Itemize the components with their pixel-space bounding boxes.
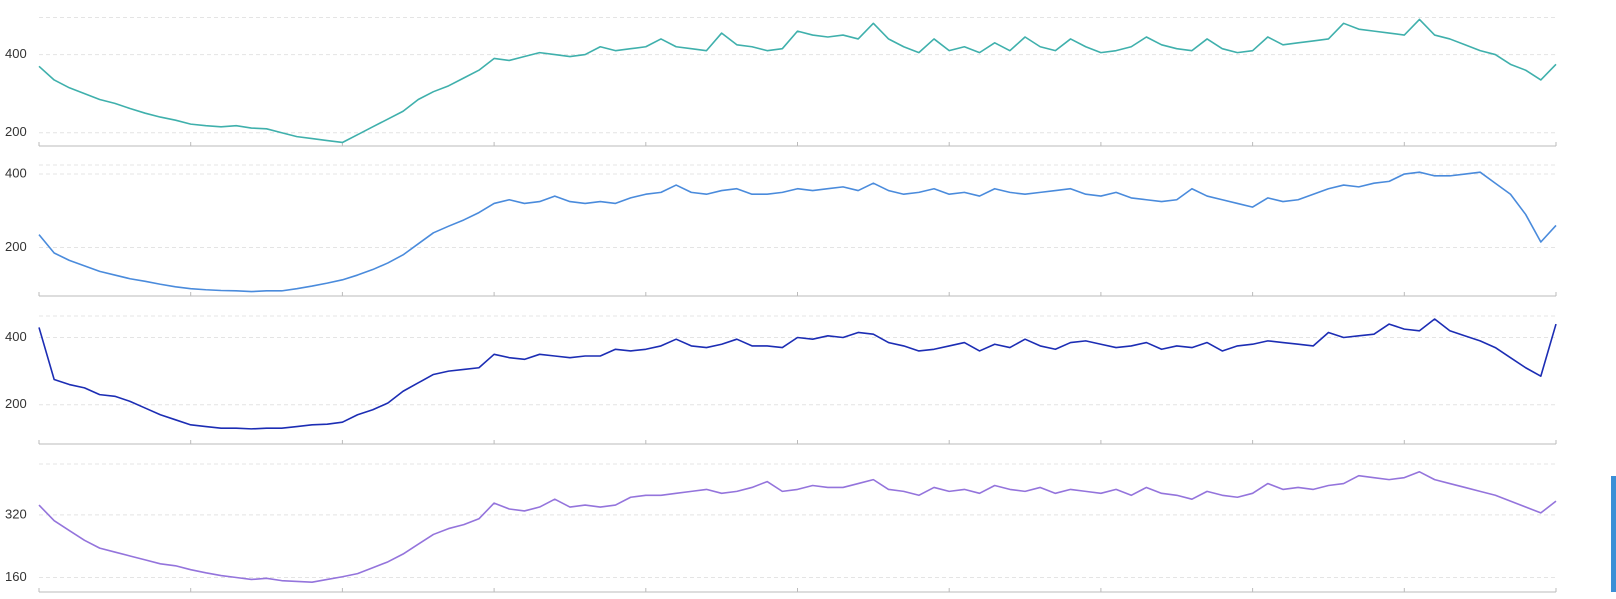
y-tick-label: 160 bbox=[5, 569, 27, 584]
y-tick-label: 200 bbox=[5, 239, 27, 254]
y-tick-label: 400 bbox=[5, 46, 27, 61]
y-tick-label: 320 bbox=[5, 506, 27, 521]
y-tick-label: 400 bbox=[5, 329, 27, 344]
data-line bbox=[38, 318, 1557, 430]
data-line bbox=[38, 18, 1557, 144]
data-line bbox=[38, 171, 1557, 293]
y-tick-label: 200 bbox=[5, 124, 27, 139]
data-line bbox=[38, 470, 1557, 584]
y-tick-label: 200 bbox=[5, 396, 27, 411]
scrollbar-edge bbox=[1611, 476, 1616, 592]
y-tick-label: 400 bbox=[5, 165, 27, 180]
